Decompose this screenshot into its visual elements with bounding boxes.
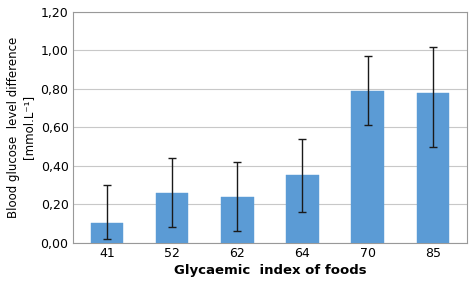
Bar bbox=[351, 91, 384, 243]
X-axis label: Glycaemic  index of foods: Glycaemic index of foods bbox=[173, 264, 366, 277]
Bar bbox=[221, 197, 254, 243]
Bar bbox=[417, 93, 449, 243]
Bar bbox=[91, 224, 123, 243]
Bar bbox=[286, 176, 319, 243]
Bar bbox=[156, 193, 188, 243]
Y-axis label: Blood glucose  level difference
[mmol.L⁻¹]: Blood glucose level difference [mmol.L⁻¹… bbox=[7, 37, 35, 218]
